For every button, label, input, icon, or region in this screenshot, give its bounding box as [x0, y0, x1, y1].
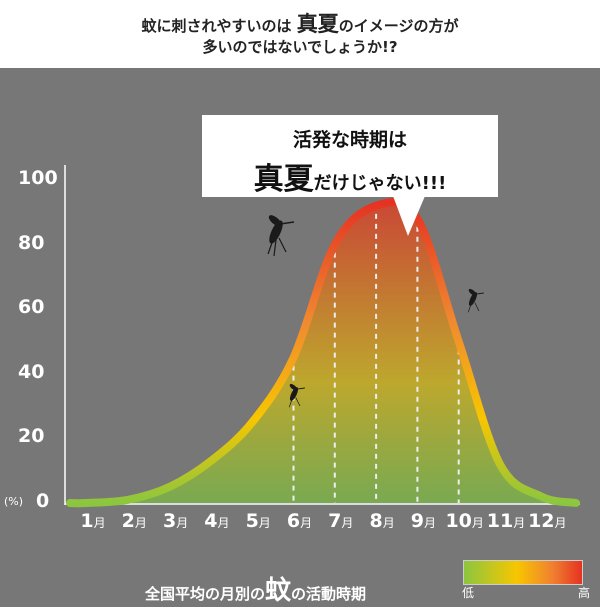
callout-line1: 活発な時期は [292, 129, 407, 151]
x-tick-label: 4月 [204, 510, 230, 532]
headline-emphasis: 真夏 [296, 12, 339, 36]
x-tick-label: 9月 [410, 510, 437, 532]
x-tick-label: 11月 [486, 510, 526, 532]
headline: 蚊に刺されやすいのは 真夏のイメージの方が 多いのではないでしょうか!? [0, 0, 600, 68]
y-tick-label: 100 [18, 167, 58, 189]
chart-caption: 全国平均の月別の蚊の活動時期 [145, 570, 366, 607]
legend-gradient [463, 560, 583, 585]
caption-text: 全国平均の月別の [145, 585, 266, 603]
legend-high: 高 [578, 586, 591, 600]
callout-emphasis: 真夏 [253, 162, 314, 197]
mosquito-icon [467, 288, 484, 313]
x-tick-label: 12月 [528, 510, 567, 532]
x-tick-label: 6月 [286, 510, 313, 532]
legend-low: 低 [462, 586, 475, 600]
headline-line2: 多いのではないでしょうか!? [202, 38, 398, 56]
caption-text: の活動時期 [291, 585, 367, 603]
x-tick-label: 10月 [445, 510, 484, 532]
x-tick-label: 3月 [162, 510, 189, 532]
mosquito-icon [288, 383, 305, 408]
y-tick-label: 40 [18, 360, 45, 383]
mosquito-icon [267, 215, 295, 257]
x-tick-label: 7月 [328, 510, 354, 532]
x-tick-label: 2月 [121, 510, 147, 532]
activity-line [66, 198, 580, 508]
x-tick-label: 5月 [245, 510, 271, 532]
caption-emphasis: 蚊 [265, 576, 292, 606]
y-tick-label: 80 [18, 231, 45, 254]
callout-rest: だけじゃない!!! [313, 173, 447, 194]
callout-pointer [393, 196, 425, 236]
x-tick-label: 8月 [369, 510, 395, 532]
headline-text: 蚊に刺されやすいのは [141, 17, 297, 35]
y-tick-label: 0 [36, 490, 50, 512]
headline-text: のイメージの方が [338, 17, 459, 35]
y-unit-label: (%) [4, 495, 24, 508]
y-tick-label: 20 [18, 425, 45, 448]
x-tick-label: 1月 [80, 510, 106, 532]
activity-area [70, 201, 576, 504]
y-tick-label: 60 [18, 296, 45, 319]
callout-bubble: 活発な時期は 真夏だけじゃない!!! [202, 115, 498, 197]
